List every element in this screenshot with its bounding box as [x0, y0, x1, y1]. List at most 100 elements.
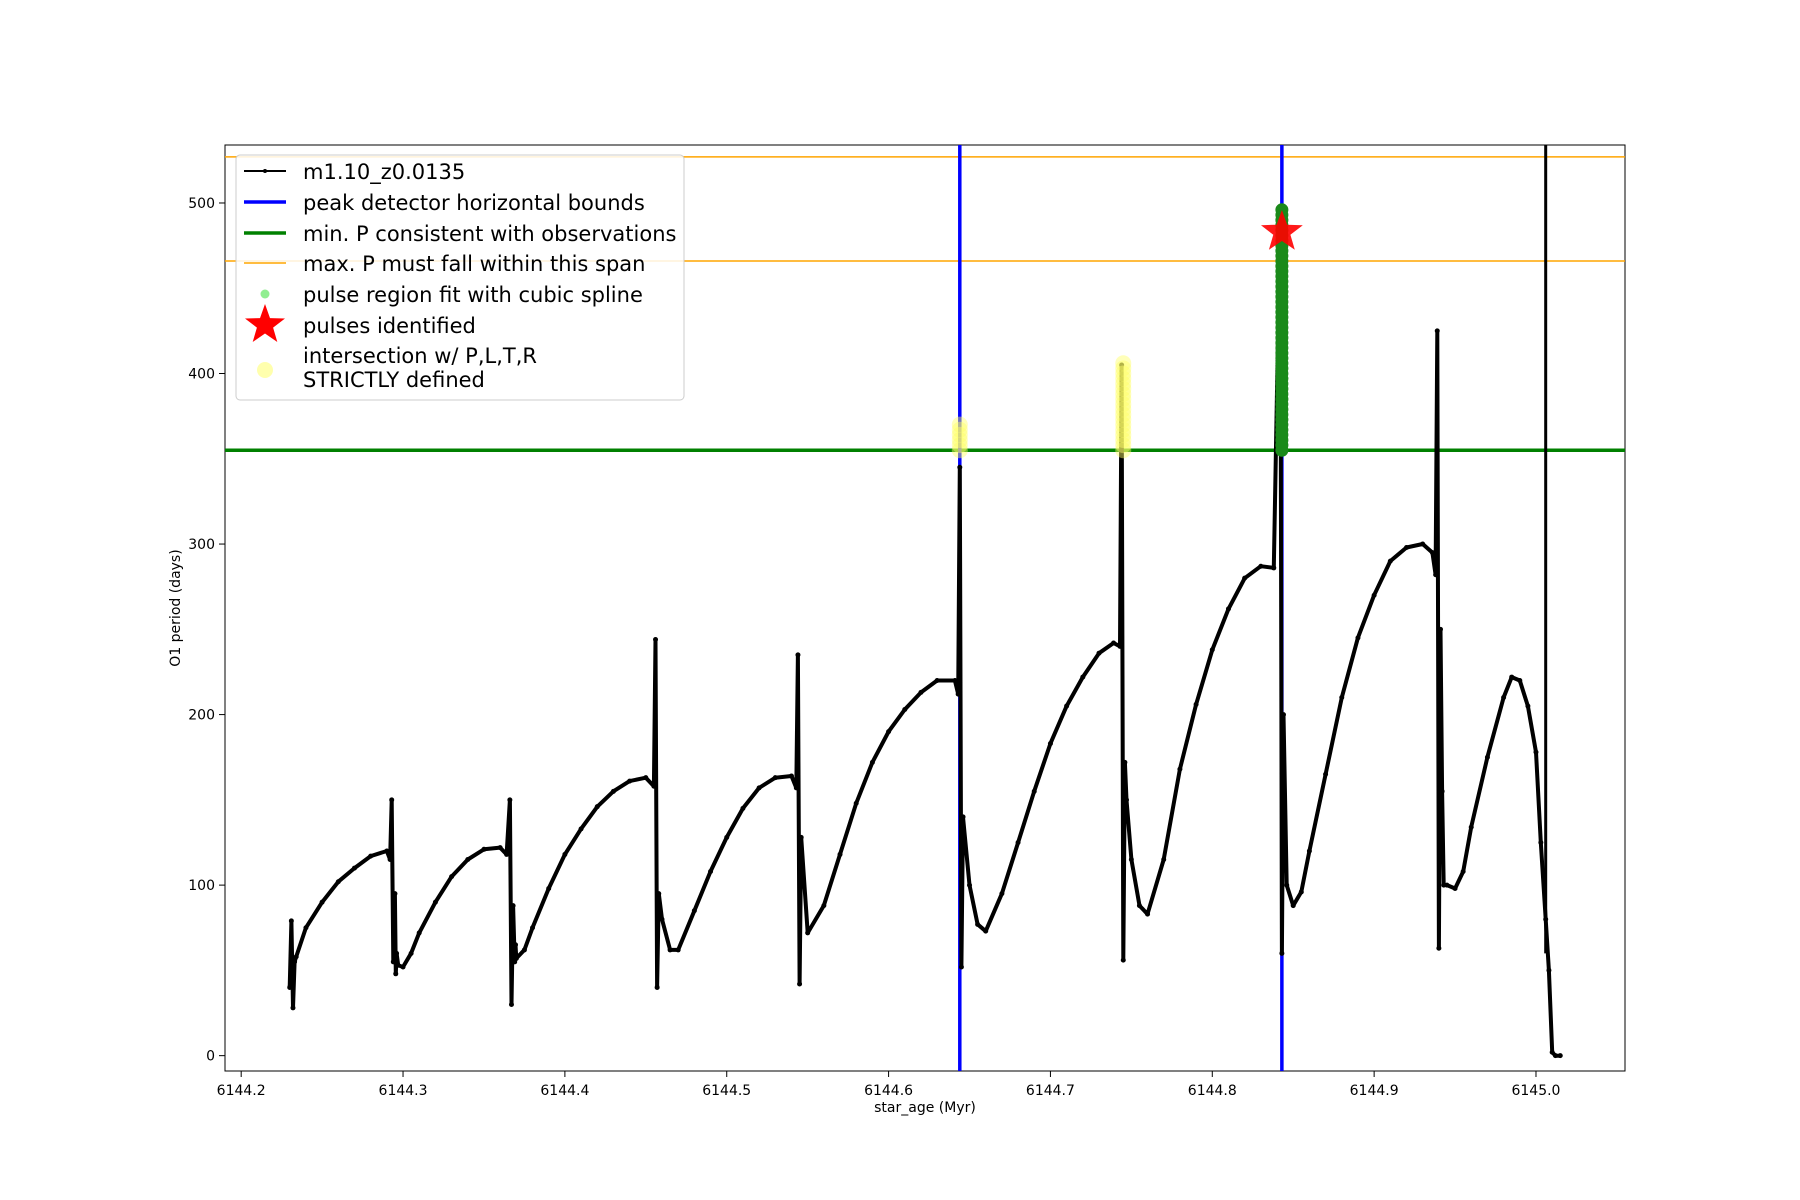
series-point: [1509, 674, 1515, 680]
series-point: [1031, 788, 1037, 794]
intersection-point: [1115, 385, 1132, 402]
series-point: [1124, 797, 1130, 803]
y-tick-label: 500: [188, 196, 215, 212]
series-point: [1290, 903, 1296, 909]
series-point: [594, 804, 600, 810]
series-point: [797, 981, 803, 987]
x-tick-label: 6144.4: [540, 1083, 589, 1099]
intersection-point: [951, 416, 968, 433]
x-tick-label: 6145.0: [1511, 1083, 1560, 1099]
series-point: [1122, 759, 1128, 765]
x-tick-label: 6144.2: [217, 1083, 266, 1099]
series-point: [497, 845, 503, 851]
intersection-point: [1115, 365, 1132, 382]
series-point: [918, 689, 924, 695]
pulse-identified-star-0: [1261, 210, 1303, 250]
series-point: [653, 637, 659, 643]
series-point: [1242, 575, 1248, 581]
x-tick-label: 6144.6: [864, 1083, 913, 1099]
series-point: [1501, 695, 1507, 701]
series-point: [1128, 857, 1134, 863]
series-point: [1452, 886, 1458, 892]
series-point: [293, 954, 299, 960]
series-point: [667, 947, 673, 953]
series-point: [1437, 626, 1443, 632]
series-point: [837, 851, 843, 857]
series-point: [1444, 882, 1450, 888]
series-point: [955, 691, 961, 697]
intersection-point: [1115, 421, 1132, 438]
series-point: [1552, 1053, 1558, 1059]
intersection-point: [951, 437, 968, 454]
series-point: [368, 853, 374, 859]
series-point: [1279, 950, 1285, 956]
series-point: [546, 886, 552, 892]
intersection-point: [1115, 411, 1132, 428]
series-point: [691, 908, 697, 914]
intersection-point: [1115, 406, 1132, 423]
series-point: [290, 1005, 296, 1011]
series-point: [432, 899, 438, 905]
legend: m1.10_z0.0135 peak detector horizontal b…: [235, 154, 685, 401]
legend-label-intersection-line1: intersection w/ P,L,T,R: [303, 344, 537, 368]
series-point: [1015, 839, 1021, 845]
series-point: [303, 925, 309, 931]
series-point: [384, 848, 390, 854]
series-point: [387, 857, 393, 863]
series-point: [1120, 957, 1126, 963]
series-point: [1064, 703, 1070, 709]
legend-label-series: m1.10_z0.0135: [303, 160, 465, 185]
intersection-point: [1115, 401, 1132, 418]
legend-label-max-p: max. P must fall within this span: [303, 252, 645, 276]
legend-label-spline: pulse region fit with cubic spline: [303, 283, 643, 307]
overlay-layer: [951, 203, 1303, 459]
series-point: [999, 891, 1005, 897]
series-point: [521, 947, 527, 953]
series-point: [1420, 541, 1426, 547]
series-point: [902, 706, 908, 712]
series-point: [1111, 640, 1117, 646]
series-point: [1209, 647, 1215, 653]
legend-marker-pulses-star: [245, 304, 285, 342]
series-point: [675, 947, 681, 953]
series-point: [1468, 824, 1474, 830]
series-point: [319, 899, 325, 905]
intersection-point: [951, 432, 968, 449]
series-point: [393, 971, 399, 977]
series-point: [886, 729, 892, 735]
series-point: [390, 959, 396, 965]
x-tick-label: 6144.8: [1188, 1083, 1237, 1099]
series-point: [465, 857, 471, 863]
series-point: [513, 942, 519, 948]
series-point: [795, 652, 801, 658]
y-tick-label: 300: [188, 537, 215, 553]
series-point: [934, 677, 940, 683]
intersection-point: [1115, 437, 1132, 454]
series-layer: [287, 145, 1563, 1059]
series-point: [740, 805, 746, 811]
intersection-point: [1115, 396, 1132, 413]
legend-box: [235, 154, 685, 401]
legend-label-pulses: pulses identified: [303, 314, 476, 338]
intersection-marker-1: [1115, 355, 1132, 459]
intersection-point: [1115, 432, 1132, 449]
series-point: [1557, 1053, 1563, 1059]
series-point: [1517, 677, 1523, 683]
series-point: [292, 959, 298, 965]
series-point: [510, 903, 516, 909]
series-point: [1339, 695, 1345, 701]
series-point: [708, 868, 714, 874]
series-point: [975, 921, 981, 927]
series-point: [481, 846, 487, 852]
intersection-point: [951, 421, 968, 438]
x-tick-label: 6144.5: [702, 1083, 751, 1099]
series-point: [287, 984, 293, 990]
series-point: [853, 800, 859, 806]
series-point: [1538, 839, 1544, 845]
series-point: [1177, 766, 1183, 772]
series-point: [1371, 592, 1377, 598]
series-point: [983, 928, 989, 934]
series-point: [389, 797, 395, 803]
series-point: [1439, 788, 1445, 794]
series-point: [643, 775, 649, 781]
